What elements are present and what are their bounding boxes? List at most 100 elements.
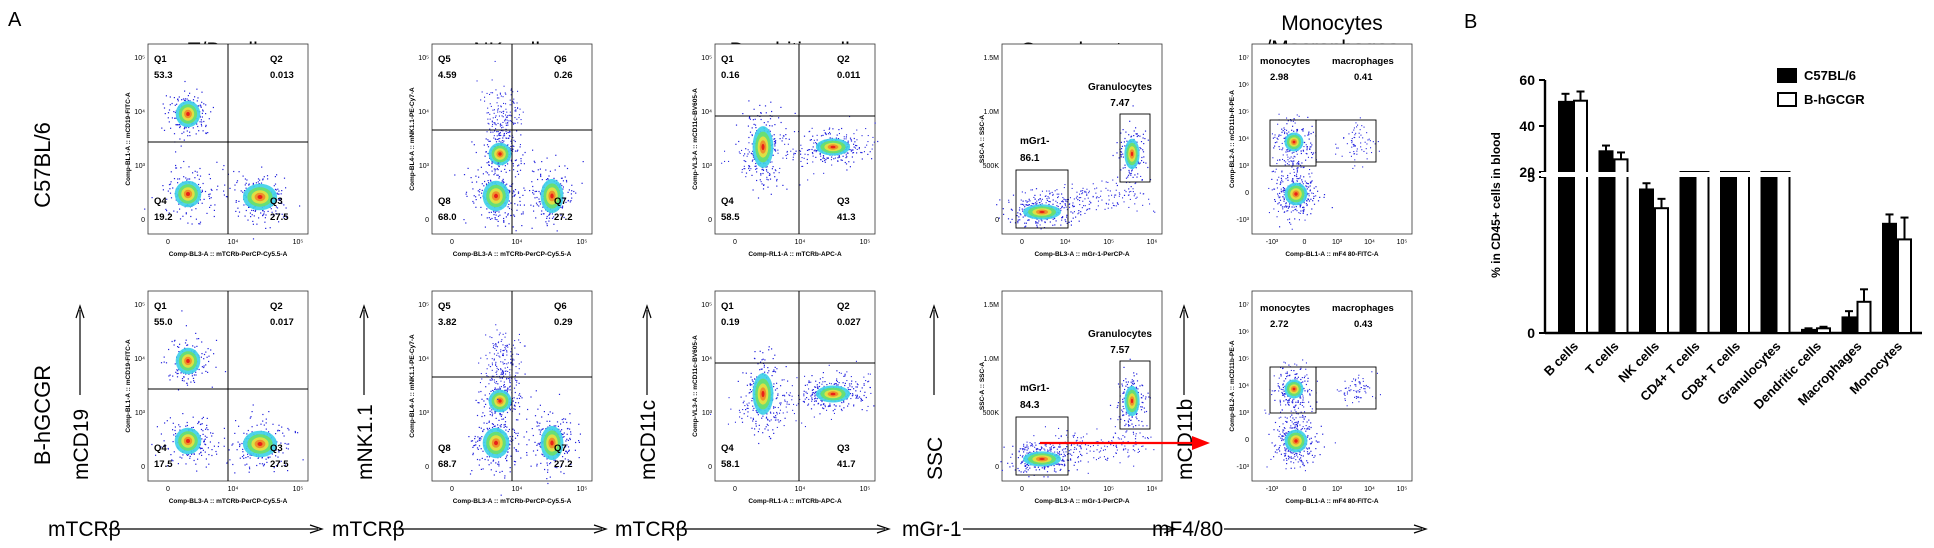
gate-label: Q3 [270,443,283,454]
event-dot [497,342,499,344]
event-dot [204,438,206,440]
event-dot [517,107,519,109]
event-dot [1054,451,1056,453]
event-dot [494,387,496,389]
event-dot [843,407,845,409]
event-dot [1038,443,1040,445]
event-dot [867,405,869,407]
event-dot [1122,167,1124,169]
event-dot [489,218,492,220]
event-dot [201,116,203,118]
event-dot [742,402,744,404]
event-dot [774,169,776,171]
event-dot [752,405,754,407]
event-dot [1082,190,1084,192]
event-dot [252,220,254,222]
event-dot [505,122,507,124]
row-label-b-hgcgr: B-hGCGR [30,365,55,465]
event-dot [504,120,506,122]
event-dot [478,426,480,428]
event-dot [815,156,817,158]
event-dot [1124,167,1126,169]
event-dot [494,60,496,62]
event-dot [799,184,801,186]
event-dot [509,409,511,411]
event-dot [774,419,776,421]
event-dot [485,386,487,388]
event-dot [181,379,183,382]
event-dot [238,211,241,213]
event-dot [1009,466,1011,468]
event-dot [209,193,211,195]
event-dot [260,212,262,214]
event-dot [847,140,849,142]
event-dot [800,160,802,162]
event-dot [518,114,520,116]
event-dot [499,92,501,94]
event-dot [1058,193,1060,195]
event-dot [553,459,555,461]
event-dot [509,111,511,113]
event-dot [509,440,511,442]
event-dot [838,382,840,384]
event-dot [785,366,787,368]
event-dot [770,419,772,421]
event-dot [833,158,835,160]
event-dot [1043,448,1045,450]
gate-percentage: 17.5 [154,459,173,470]
gate-percentage: 53.3 [154,70,173,81]
event-dot [1086,193,1088,195]
event-dot [189,92,191,94]
event-dot [517,191,520,193]
event-dot [760,174,762,176]
event-dot [1058,427,1060,429]
event-dot [766,166,768,168]
event-dot [561,429,563,431]
event-dot [750,417,752,419]
event-dot [1037,448,1039,450]
event-dot [1081,193,1083,195]
event-dot [1135,433,1137,435]
event-dot [1112,179,1114,181]
event-dot [753,357,756,359]
event-dot [264,217,266,219]
event-dot [858,396,861,398]
event-dot [1072,435,1074,437]
event-dot [758,442,760,445]
event-dot [1144,437,1146,439]
event-dot [495,382,497,384]
density-contour [830,392,836,396]
event-dot [824,159,826,162]
event-dot [840,159,842,161]
event-dot [540,213,542,215]
event-dot [1036,202,1038,204]
event-dot [800,144,802,146]
event-dot [518,363,520,365]
event-dot [1040,446,1042,448]
event-dot [172,429,174,431]
event-dot [837,160,839,162]
event-dot [1108,199,1110,201]
event-dot [205,428,207,430]
event-dot [781,140,783,142]
event-dot [500,380,502,382]
event-dot [201,101,203,103]
event-dot [836,370,838,372]
event-dot [578,440,580,442]
event-dot [268,411,270,413]
y-tick-label: 1.5M [983,302,999,309]
event-dot [257,178,260,180]
event-dot [1120,156,1122,158]
event-dot [1031,189,1033,191]
event-dot [510,455,512,457]
event-dot [742,372,744,374]
event-dot [1066,222,1068,224]
event-dot [179,125,181,127]
event-dot [1154,211,1156,213]
event-dot [1019,213,1021,215]
event-dot [248,471,250,473]
event-dot [564,165,566,167]
event-dot [569,438,571,441]
event-dot [776,178,778,181]
y-tick-label: 10⁴ [701,109,712,116]
